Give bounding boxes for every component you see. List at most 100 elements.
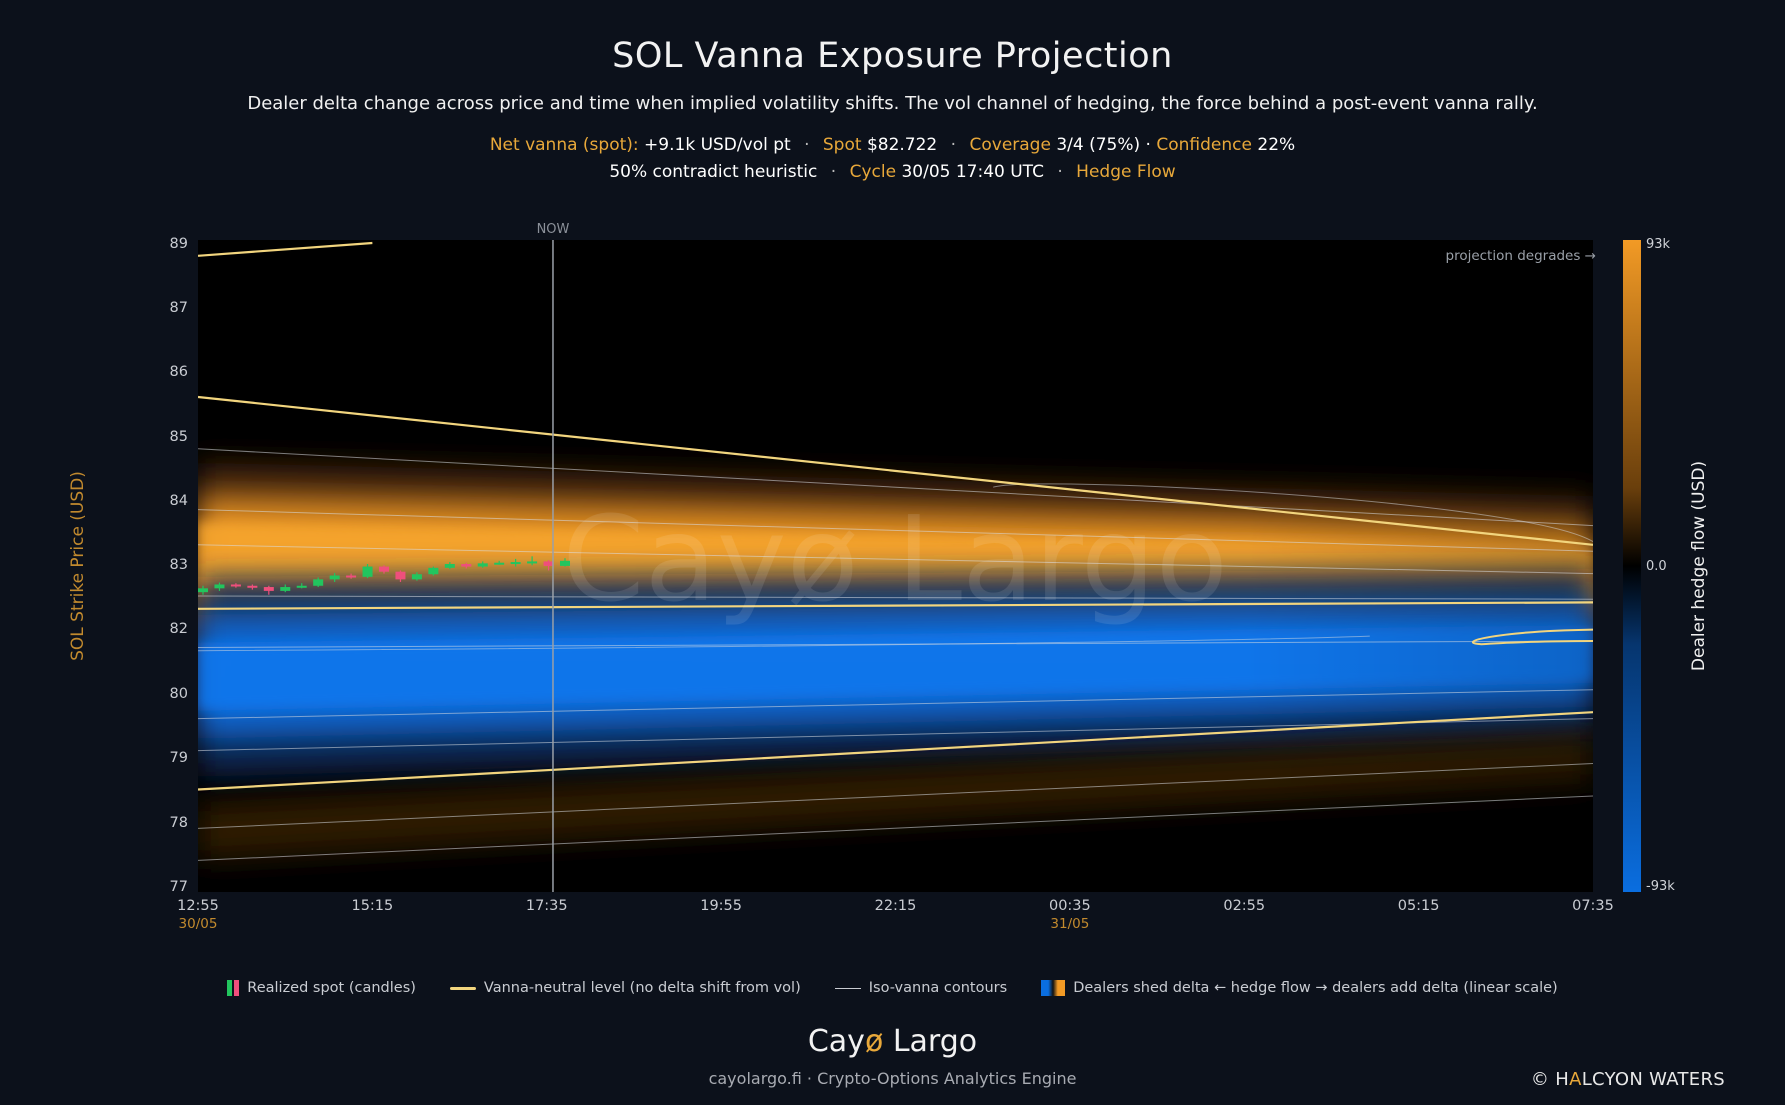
stats-line-1: Net vanna (spot): +9.1k USD/vol pt · Spo… — [0, 135, 1785, 155]
x-tick-label: 00:35 — [1049, 898, 1091, 914]
vanna-neutral-line — [198, 241, 373, 257]
separator: · — [1057, 162, 1063, 182]
y-tick-label: 78 — [170, 815, 188, 831]
x-axis: 12:55 15:15 17:35 19:55 22:15 00:35 02:55 05:15… — [177, 898, 1614, 932]
candle-body — [296, 585, 307, 588]
candle-body — [362, 566, 373, 577]
candle-body — [247, 585, 258, 588]
candle-swatch-icon — [227, 980, 240, 996]
vanna-neutral-line — [198, 601, 1593, 610]
coverage-key: Coverage — [969, 135, 1051, 155]
copyright: © HALCYON WATERS — [1530, 1069, 1725, 1090]
x-tick-label: 02:55 — [1223, 898, 1265, 914]
x-tick-label: 07:35 — [1572, 898, 1614, 914]
candle-body — [560, 560, 570, 566]
legend-neutral-label: Vanna-neutral level (no delta shift from… — [483, 980, 801, 996]
colorbar-label: Dealer hedge flow (USD) — [1689, 461, 1709, 671]
y-tick-label: 77 — [170, 879, 188, 895]
chart-title: SOL Vanna Exposure Projection — [612, 36, 1173, 76]
candle-body — [428, 567, 439, 575]
x-date-label: 30/05 — [179, 916, 218, 932]
vanna-neutral-loop — [1472, 628, 1593, 646]
net-vanna-value: +9.1k USD/vol pt — [644, 135, 791, 155]
hedge-flow-link[interactable]: Hedge Flow — [1076, 162, 1176, 182]
x-tick-label: 12:55 — [177, 898, 219, 914]
heatmap-layer — [198, 240, 1593, 892]
y-tick-label: 82 — [170, 621, 188, 637]
candles-layer — [198, 556, 570, 595]
projection-annotation: projection degrades → — [1446, 248, 1597, 264]
x-tick-label: 05:15 — [1398, 898, 1440, 914]
y-tick-label: 87 — [170, 300, 188, 316]
vanna-neutral-line — [198, 395, 1593, 546]
colorbar-tick-label: -93k — [1646, 879, 1675, 894]
x-tick-label: 19:55 — [700, 898, 742, 914]
iso-vanna-contour — [198, 544, 1593, 575]
candle-body — [477, 563, 488, 567]
vanna-neutral-line — [198, 711, 1593, 791]
candle-body — [411, 574, 422, 580]
iso-vanna-contour — [993, 483, 1593, 543]
coverage-value: 3/4 (75%) · — [1056, 135, 1151, 155]
colorbar-tick-label: 93k — [1646, 237, 1671, 252]
legend-candles-label: Realized spot (candles) — [247, 980, 416, 996]
separator: · — [950, 135, 957, 155]
candle-body — [214, 584, 225, 589]
cycle-key: Cycle — [849, 162, 897, 182]
y-tick-label: 85 — [170, 429, 188, 445]
stats-line-2: 50% contradict heuristic · Cycle 30/05 1… — [0, 162, 1785, 182]
iso-vanna-contour — [198, 595, 1593, 600]
y-tick-label: 89 — [170, 236, 188, 252]
y-axis-label: SOL Strike Price (USD) — [68, 471, 88, 661]
y-tick-label: 83 — [170, 557, 188, 573]
contour-layer — [198, 448, 1593, 861]
candle-body — [444, 564, 455, 568]
legend: Realized spot (candles) Vanna-neutral le… — [0, 980, 1785, 996]
net-vanna-key: Net vanna (spot): — [489, 135, 639, 155]
candle-body — [313, 579, 324, 586]
neutral-lines-layer — [198, 241, 1593, 791]
colorbar — [1623, 240, 1641, 892]
y-axis: 89 87 86 85 84 83 82 80 79 78 77 — [170, 236, 188, 895]
y-tick-label: 80 — [170, 686, 188, 702]
colorbar-ticks: 93k 0.0 -93k — [1646, 237, 1675, 894]
candle-body — [198, 588, 208, 593]
neutral-line-swatch-icon — [449, 986, 476, 990]
iso-vanna-contour — [198, 689, 1593, 720]
iso-vanna-contour — [198, 763, 1593, 829]
legend-neutral: Vanna-neutral level (no delta shift from… — [449, 980, 801, 996]
candle-body — [494, 562, 505, 565]
x-date-label: 31/05 — [1050, 916, 1089, 932]
candle-body — [461, 564, 472, 567]
legend-flow-label: Dealers shed delta ← hedge flow → dealer… — [1073, 980, 1558, 996]
candle-body — [395, 571, 406, 580]
cycle-value: 30/05 17:40 UTC — [901, 162, 1044, 182]
heuristic-text: 50% contradict heuristic — [609, 162, 818, 182]
candle-body — [329, 575, 340, 580]
candle-body — [543, 561, 554, 566]
y-tick-label: 86 — [170, 364, 188, 380]
legend-flow: Dealers shed delta ← hedge flow → dealer… — [1041, 980, 1558, 996]
colorbar-tick-label: 0.0 — [1646, 559, 1667, 574]
candle-body — [379, 566, 389, 572]
flow-gradient-swatch-icon — [1041, 980, 1066, 996]
site-tagline: cayolargo.fi · Crypto-Options Analytics … — [708, 1069, 1077, 1088]
separator: · — [830, 162, 837, 182]
legend-contours-label: Iso-vanna contours — [868, 980, 1008, 996]
y-tick-label: 84 — [170, 493, 188, 509]
x-tick-label: 17:35 — [526, 898, 568, 914]
confidence-value: 22% — [1257, 135, 1296, 155]
separator: · — [804, 135, 810, 155]
iso-vanna-contour — [198, 635, 1370, 652]
watermark: Cayø Largo — [562, 490, 1228, 628]
candle-body — [263, 587, 274, 591]
contour-swatch-icon — [834, 987, 861, 989]
candle-body — [527, 561, 538, 564]
brand-logo: Cayø Largo — [807, 1024, 978, 1059]
iso-vanna-contour — [198, 509, 1593, 552]
vanna-heatmap-chart: Cayø Largo NOW projection degrades → 898… — [68, 222, 1709, 932]
confidence-key: Confidence — [1156, 135, 1252, 155]
spot-value: $82.722 — [866, 135, 938, 155]
y-tick-label: 79 — [170, 750, 188, 766]
legend-candles: Realized spot (candles) — [227, 980, 416, 996]
